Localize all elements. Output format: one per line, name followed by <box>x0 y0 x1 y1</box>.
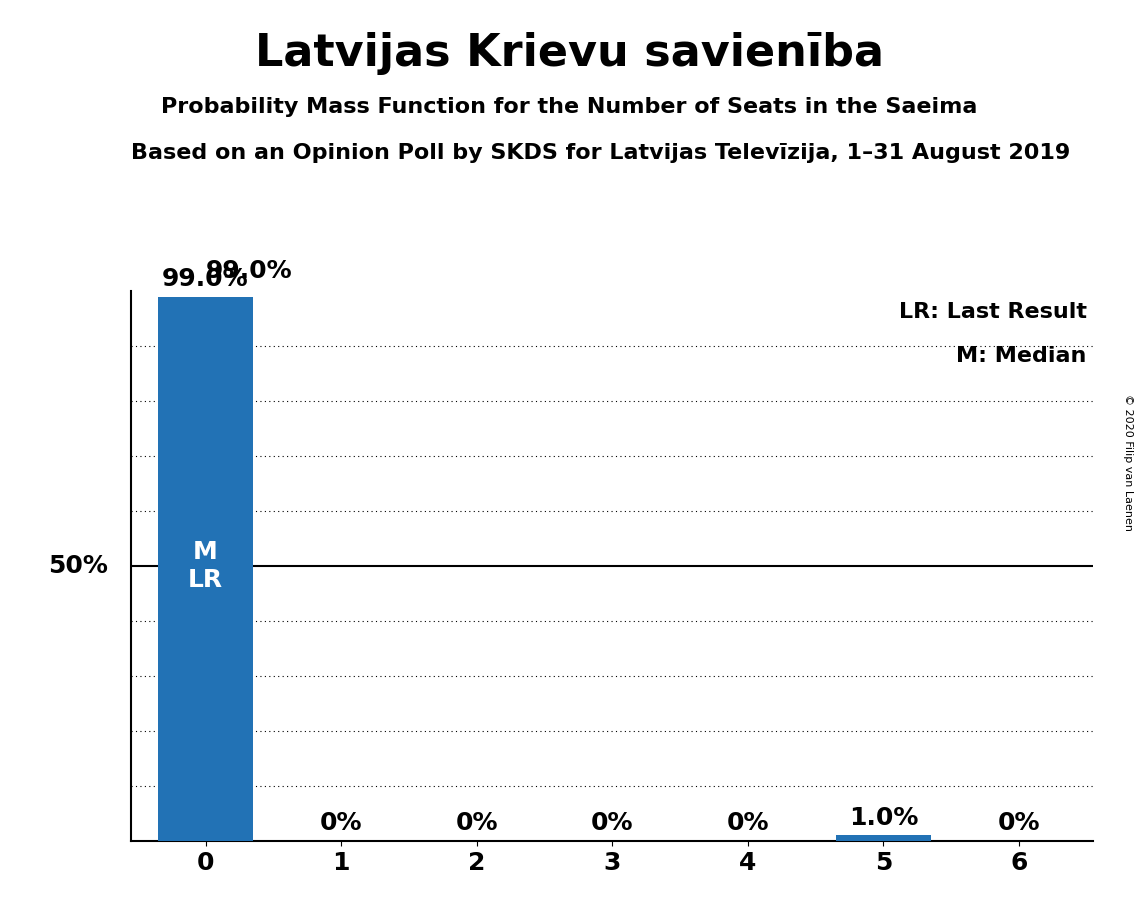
Text: 0%: 0% <box>998 811 1040 835</box>
Text: 99.0%: 99.0% <box>162 267 248 291</box>
Text: 1.0%: 1.0% <box>849 806 918 830</box>
Text: Latvijas Krievu savienība: Latvijas Krievu savienība <box>255 32 884 76</box>
Text: 0%: 0% <box>727 811 769 835</box>
Text: 50%: 50% <box>48 554 108 578</box>
Text: 99.0%: 99.0% <box>205 259 293 283</box>
Bar <box>836 835 931 841</box>
Text: 0%: 0% <box>591 811 633 835</box>
Text: 0%: 0% <box>456 811 498 835</box>
Text: Based on an Opinion Poll by SKDS for Latvijas Televīzija, 1–31 August 2019: Based on an Opinion Poll by SKDS for Lat… <box>131 143 1071 164</box>
Text: 0%: 0% <box>320 811 362 835</box>
Text: Probability Mass Function for the Number of Seats in the Saeima: Probability Mass Function for the Number… <box>162 97 977 117</box>
Text: M
LR: M LR <box>188 540 223 592</box>
Bar <box>158 297 253 841</box>
Text: LR: Last Result: LR: Last Result <box>899 302 1087 322</box>
Text: © 2020 Filip van Laenen: © 2020 Filip van Laenen <box>1123 394 1133 530</box>
Text: M: Median: M: Median <box>957 346 1087 366</box>
